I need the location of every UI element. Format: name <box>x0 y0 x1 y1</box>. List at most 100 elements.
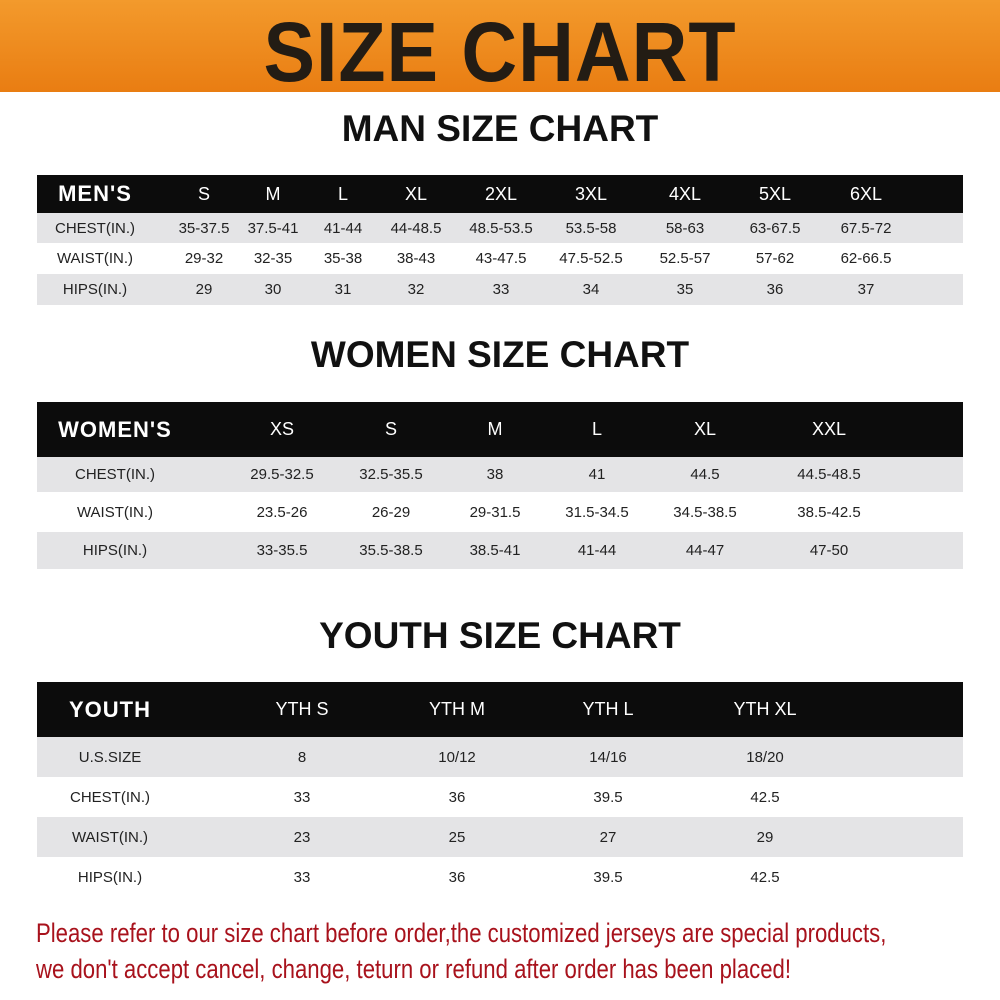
table-cell: 42.5 <box>750 788 780 806</box>
size-column-header: XL <box>404 183 428 204</box>
men-header-row: MEN'S S M L XL 2XL 3XL 4XL 5XL 6XL <box>37 175 963 213</box>
row-label: WAIST(IN.) <box>76 503 154 521</box>
table-cell: 42.5 <box>750 868 780 886</box>
table-cell: 53.5-58 <box>565 219 617 237</box>
table-cell: 44.5 <box>690 466 720 483</box>
size-column-header: XS <box>269 419 295 439</box>
size-column-header: M <box>487 419 503 439</box>
table-cell: 38.5-42.5 <box>797 503 861 521</box>
table-cell: 35-37.5 <box>178 219 230 237</box>
table-row: U.S.SIZE 8 10/12 14/16 18/20 <box>37 737 963 777</box>
table-cell: 30 <box>264 281 282 298</box>
table-cell: 34 <box>582 281 600 298</box>
table-cell: 14/16 <box>589 748 627 766</box>
table-header-label: WOMEN'S <box>58 416 172 442</box>
table-cell: 47.5-52.5 <box>559 250 623 267</box>
table-cell: 8 <box>297 748 307 766</box>
table-cell: 36 <box>448 788 466 806</box>
table-cell: 44.5-48.5 <box>797 466 861 483</box>
banner: SIZE CHART <box>0 0 1000 99</box>
table-cell: 29.5-32.5 <box>250 466 314 483</box>
youth-header-row: YOUTH YTH S YTH M YTH L YTH XL <box>37 682 963 737</box>
size-column-header: M <box>265 183 281 204</box>
row-label: CHEST(IN.) <box>70 788 150 806</box>
size-column-header: XL <box>693 419 717 439</box>
table-cell: 31.5-34.5 <box>565 503 629 521</box>
table-cell: 39.5 <box>593 868 623 886</box>
table-row: CHEST(IN.) 35-37.5 37.5-41 41-44 44-48.5 48.5… <box>37 213 963 243</box>
table-cell: 43-47.5 <box>475 250 527 267</box>
table-cell: 10/12 <box>438 748 476 766</box>
table-cell: 33 <box>293 788 311 806</box>
youth-size-table: YOUTH YTH S YTH M YTH L YTH XL U.S.SIZE 8 10/12… <box>37 682 963 897</box>
table-cell: 29-31.5 <box>469 503 521 521</box>
table-cell: 29 <box>756 828 774 846</box>
size-column-header: XXL <box>811 419 847 439</box>
table-cell: 44-47 <box>685 542 725 559</box>
table-cell: 33 <box>293 868 311 886</box>
size-column-header: YTH XL <box>733 699 797 719</box>
notice-line-1: Please refer to our size chart before or… <box>36 918 887 948</box>
table-cell: 39.5 <box>593 788 623 806</box>
table-cell: 32 <box>407 281 425 298</box>
table-cell: 48.5-53.5 <box>469 219 533 237</box>
men-section-title: MAN SIZE CHART <box>341 108 659 149</box>
size-column-header: L <box>337 183 349 204</box>
table-cell: 57-62 <box>755 250 795 267</box>
table-row: WAIST(IN.) 29-32 32-35 35-38 38-43 43-47.5 47.… <box>37 243 963 274</box>
row-label: HIPS(IN.) <box>82 542 148 559</box>
men-size-table: MEN'S S M L XL 2XL 3XL 4XL 5XL 6XL CHEST(IN.) 35-37… <box>37 175 963 305</box>
table-row: CHEST(IN.) 29.5-32.5 32.5-35.5 38 41 44.5 44.5… <box>37 457 963 492</box>
table-row: HIPS(IN.) 33-35.5 35.5-38.5 38.5-41 41-44 44-… <box>37 532 963 569</box>
size-column-header: S <box>384 419 398 439</box>
table-cell: 31 <box>334 281 352 298</box>
row-label: CHEST(IN.) <box>75 466 155 483</box>
table-row: WAIST(IN.) 23.5-26 26-29 29-31.5 31.5-34.5 34… <box>37 492 963 532</box>
table-cell: 29-32 <box>184 250 224 267</box>
table-cell: 67.5-72 <box>840 219 892 237</box>
row-label: WAIST(IN.) <box>71 828 149 846</box>
table-cell: 37 <box>857 281 875 298</box>
size-column-header: 2XL <box>484 183 518 204</box>
table-cell: 62-66.5 <box>840 250 892 267</box>
table-cell: 34.5-38.5 <box>673 503 737 521</box>
table-cell: 23 <box>293 828 311 846</box>
table-cell: 35 <box>676 281 694 298</box>
table-cell: 23.5-26 <box>256 503 308 521</box>
table-cell: 41-44 <box>577 542 617 559</box>
table-header-label: YOUTH <box>69 696 151 722</box>
table-cell: 25 <box>448 828 466 846</box>
size-column-header: 5XL <box>758 183 792 204</box>
row-label: HIPS(IN.) <box>62 281 128 298</box>
table-cell: 36 <box>766 281 784 298</box>
women-section-title: WOMEN SIZE CHART <box>310 334 690 375</box>
row-label: HIPS(IN.) <box>77 868 143 886</box>
table-header-label: MEN'S <box>58 181 132 206</box>
table-cell: 18/20 <box>746 748 784 766</box>
table-row: HIPS(IN.) 33 36 39.5 42.5 <box>37 857 963 897</box>
table-cell: 26-29 <box>371 503 411 521</box>
size-column-header: YTH S <box>275 699 329 719</box>
table-cell: 38 <box>486 466 504 483</box>
table-cell: 63-67.5 <box>749 219 801 237</box>
table-cell: 33 <box>492 281 510 298</box>
table-row: WAIST(IN.) 23 25 27 29 <box>37 817 963 857</box>
table-cell: 41 <box>588 466 606 483</box>
table-cell: 33-35.5 <box>256 542 308 559</box>
notice-line-2: we don't accept cancel, change, teturn o… <box>36 954 792 984</box>
table-cell: 35-38 <box>323 250 363 267</box>
table-cell: 38-43 <box>396 250 436 267</box>
table-cell: 52.5-57 <box>659 250 711 267</box>
table-cell: 29 <box>195 281 213 298</box>
size-column-header: L <box>591 419 603 439</box>
table-cell: 58-63 <box>665 219 705 237</box>
size-column-header: 4XL <box>668 183 702 204</box>
women-header-row: WOMEN'S XS S M L XL XXL <box>37 402 963 457</box>
page-title: SIZE CHART <box>263 5 737 99</box>
table-row: CHEST(IN.) 33 36 39.5 42.5 <box>37 777 963 817</box>
table-cell: 47-50 <box>809 542 849 559</box>
row-label: CHEST(IN.) <box>55 219 135 237</box>
size-column-header: 3XL <box>574 183 608 204</box>
table-cell: 32-35 <box>253 250 293 267</box>
size-column-header: YTH M <box>429 699 485 719</box>
